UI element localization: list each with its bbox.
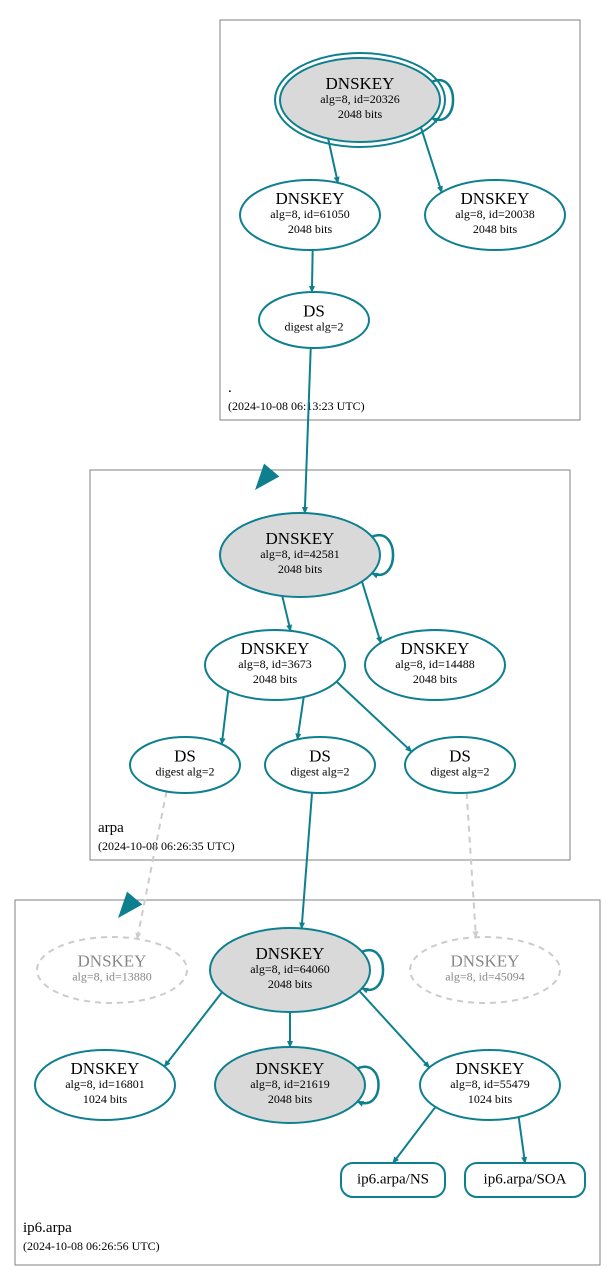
node-label-arpa_zsk1-0: DNSKEY (241, 639, 310, 658)
node-arpa_ksk: DNSKEYalg=8, id=425812048 bits (220, 513, 380, 597)
node-label-ip6_ksk-1: alg=8, id=64060 (250, 962, 330, 976)
node-label-ip6_zsk2-2: 2048 bits (268, 1092, 313, 1106)
node-label-arpa_zsk1-1: alg=8, id=3673 (238, 657, 312, 671)
edge-root_ksk-root_zsk2 (421, 127, 442, 192)
edge-arpa_ds1-ip6_missing1 (137, 791, 166, 939)
node-label-arpa_zsk2-0: DNSKEY (401, 639, 470, 658)
zone-name-ip6: ip6.arpa (23, 1220, 72, 1236)
edge-arpa_ds2-ip6_ksk (302, 793, 312, 929)
node-label-arpa_ds1-0: DS (174, 746, 196, 765)
node-arpa_zsk1: DNSKEYalg=8, id=36732048 bits (205, 630, 345, 700)
node-label-root_zsk2-1: alg=8, id=20038 (455, 207, 535, 221)
node-label-root_ksk-1: alg=8, id=20326 (320, 92, 400, 106)
node-label-ip6_missing1-1: alg=8, id=13880 (72, 969, 152, 983)
node-label-root_zsk1-1: alg=8, id=61050 (270, 207, 350, 221)
edge-arpa_zsk1-arpa_ds2 (297, 697, 303, 740)
node-label-ip6_ksk-0: DNSKEY (256, 944, 325, 963)
edge-ip6_zsk3-ip6_ns (393, 1107, 435, 1163)
edge-arpa_zsk1-arpa_ds1 (222, 691, 228, 744)
zone-transition-arrow-0 (255, 464, 279, 490)
node-label-arpa_zsk2-1: alg=8, id=14488 (395, 657, 475, 671)
node-label-arpa_ds2-1: digest alg=2 (290, 764, 349, 778)
edge-ip6_zsk3-ip6_soa (519, 1117, 525, 1163)
zone-transition-arrow-1 (118, 892, 142, 918)
node-label-arpa_zsk1-2: 2048 bits (253, 672, 298, 686)
edge-arpa_ksk-arpa_zsk2 (362, 582, 381, 643)
node-root_ds: DSdigest alg=2 (259, 292, 369, 348)
node-label-arpa_ksk-2: 2048 bits (278, 562, 323, 576)
node-label-ip6_zsk3-2: 1024 bits (468, 1092, 513, 1106)
node-label-root_zsk2-2: 2048 bits (473, 222, 518, 236)
node-label-root_ksk-2: 2048 bits (338, 107, 383, 121)
edge-arpa_ds3-ip6_missing2 (467, 793, 476, 937)
edge-ip6_ksk-ip6_zsk1 (164, 992, 222, 1066)
node-ip6_ns: ip6.arpa/NS (341, 1163, 445, 1197)
node-ip6_zsk3: DNSKEYalg=8, id=554791024 bits (420, 1050, 560, 1120)
node-label-root_ds-1: digest alg=2 (284, 319, 343, 333)
node-label-ip6_missing1-0: DNSKEY (78, 951, 147, 970)
node-label-ip6_soa-0: ip6.arpa/SOA (484, 1171, 567, 1187)
node-label-ip6_zsk2-0: DNSKEY (256, 1059, 325, 1078)
node-label-ip6_ksk-2: 2048 bits (268, 977, 313, 991)
zone-timestamp-ip6: (2024-10-08 06:26:56 UTC) (23, 1239, 160, 1253)
node-ip6_missing2: DNSKEYalg=8, id=45094 (410, 937, 560, 1003)
node-label-ip6_zsk1-1: alg=8, id=16801 (65, 1077, 145, 1091)
node-label-arpa_ksk-1: alg=8, id=42581 (260, 547, 340, 561)
node-label-arpa_zsk2-2: 2048 bits (413, 672, 458, 686)
node-label-ip6_zsk3-1: alg=8, id=55479 (450, 1077, 530, 1091)
node-label-arpa_ds2-0: DS (309, 746, 331, 765)
node-label-ip6_ns-0: ip6.arpa/NS (357, 1171, 429, 1187)
dnssec-diagram: . (2024-10-08 06:13:23 UTC) arpa (2024-10-0… (0, 0, 613, 1278)
node-ip6_ksk: DNSKEYalg=8, id=640602048 bits (210, 928, 370, 1012)
zone-timestamp-arpa: (2024-10-08 06:26:35 UTC) (98, 839, 235, 853)
node-ip6_missing1: DNSKEYalg=8, id=13880 (37, 937, 187, 1003)
node-label-ip6_missing2-1: alg=8, id=45094 (445, 969, 525, 983)
node-label-ip6_zsk3-0: DNSKEY (456, 1059, 525, 1078)
node-ip6_zsk1: DNSKEYalg=8, id=168011024 bits (35, 1050, 175, 1120)
node-root_ksk: DNSKEYalg=8, id=203262048 bits (275, 53, 445, 147)
node-label-root_zsk2-0: DNSKEY (461, 189, 530, 208)
zone-name-arpa: arpa (98, 820, 124, 836)
node-label-ip6_zsk1-2: 1024 bits (83, 1092, 128, 1106)
node-ip6_zsk2: DNSKEYalg=8, id=216192048 bits (215, 1047, 365, 1123)
node-arpa_ds3: DSdigest alg=2 (405, 737, 515, 793)
node-label-arpa_ksk-0: DNSKEY (266, 529, 335, 548)
node-ip6_soa: ip6.arpa/SOA (465, 1163, 585, 1197)
node-label-arpa_ds3-0: DS (449, 746, 471, 765)
edge-root_zsk1-root_ds (312, 250, 313, 292)
node-arpa_ds2: DSdigest alg=2 (265, 737, 375, 793)
zone-timestamp-root: (2024-10-08 06:13:23 UTC) (228, 399, 365, 413)
node-label-ip6_zsk2-1: alg=8, id=21619 (250, 1077, 330, 1091)
node-label-root_ksk-0: DNSKEY (326, 74, 395, 93)
node-label-root_zsk1-2: 2048 bits (288, 222, 333, 236)
node-label-arpa_ds3-1: digest alg=2 (430, 764, 489, 778)
node-arpa_zsk2: DNSKEYalg=8, id=144882048 bits (365, 630, 505, 700)
zone-name-root: . (228, 380, 232, 396)
node-label-ip6_zsk1-0: DNSKEY (71, 1059, 140, 1078)
edge-root_ds-arpa_ksk (305, 348, 311, 513)
edge-ip6_ksk-ip6_zsk3 (359, 991, 429, 1068)
node-label-ip6_missing2-0: DNSKEY (451, 951, 520, 970)
node-label-root_zsk1-0: DNSKEY (276, 189, 345, 208)
edge-arpa_ksk-arpa_zsk1 (282, 596, 290, 631)
node-root_zsk2: DNSKEYalg=8, id=200382048 bits (425, 180, 565, 250)
node-arpa_ds1: DSdigest alg=2 (130, 737, 240, 793)
node-label-root_ds-0: DS (303, 301, 325, 320)
node-root_zsk1: DNSKEYalg=8, id=610502048 bits (240, 180, 380, 250)
node-label-arpa_ds1-1: digest alg=2 (155, 764, 214, 778)
